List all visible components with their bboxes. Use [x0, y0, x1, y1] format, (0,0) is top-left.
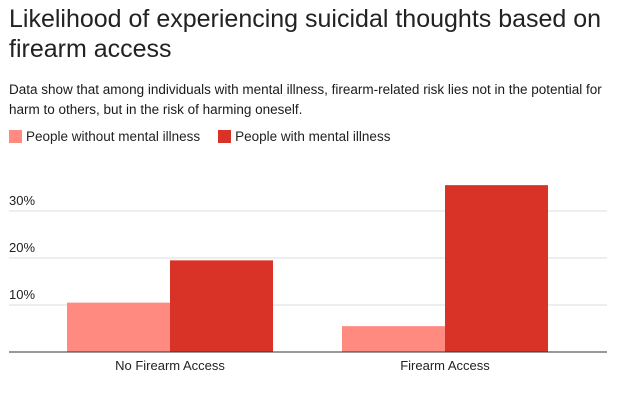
y-tick-label: 30% — [9, 193, 35, 208]
bar-without-1 — [342, 326, 445, 352]
y-tick-label: 20% — [9, 240, 35, 255]
legend-label-without: People without mental illness — [26, 128, 201, 144]
legend-item-with-mental-illness: People with mental illness — [218, 129, 390, 144]
legend-item-without-mental-illness: People without mental illness — [9, 129, 200, 144]
chart-subtitle: Data show that among individuals with me… — [9, 82, 602, 117]
chart-title: Likelihood of experiencing suicidal thou… — [9, 5, 602, 63]
y-tick-label: 10% — [9, 287, 35, 302]
bar-without-0 — [67, 302, 170, 352]
legend-label-with: People with mental illness — [235, 128, 391, 144]
bar-with-1 — [445, 185, 548, 352]
x-tick-label: No Firearm Access — [115, 358, 225, 373]
legend-swatch-with — [218, 129, 232, 143]
chart-legend: People without mental illness People wit… — [9, 127, 408, 145]
legend-swatch-without — [9, 129, 22, 143]
x-tick-label: Firearm Access — [400, 358, 490, 373]
bar-with-0 — [170, 260, 273, 352]
